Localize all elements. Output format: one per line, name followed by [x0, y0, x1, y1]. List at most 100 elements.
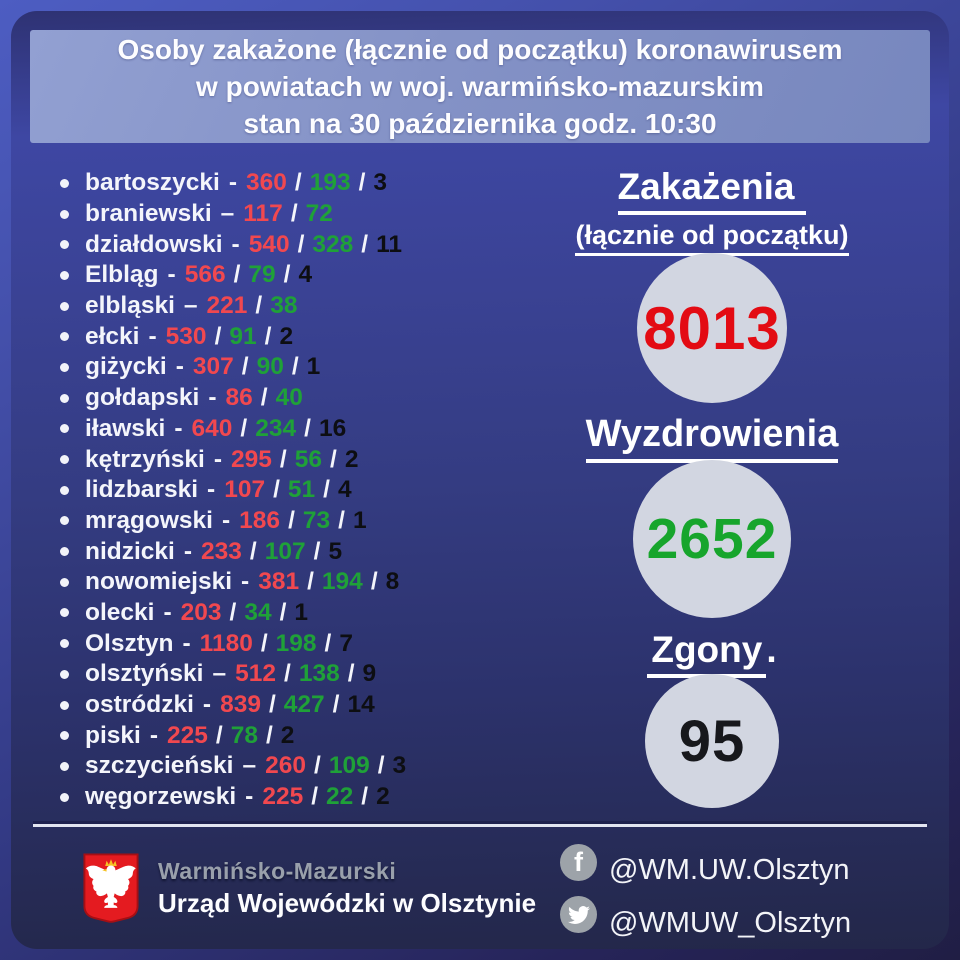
- dash: -: [174, 414, 183, 442]
- county-name: szczycieński: [85, 752, 234, 780]
- county-row: gołdapski -86/40: [60, 383, 570, 414]
- separator: /: [313, 537, 321, 565]
- dash: –: [212, 660, 227, 688]
- county-row: nowomiejski -381/194/8: [60, 567, 570, 598]
- recovered-count: 138: [298, 660, 340, 688]
- infected-count: 203: [180, 598, 222, 626]
- dash: -: [175, 353, 184, 381]
- recovered-count: 427: [283, 691, 325, 719]
- county-row: mrągowski -186/73/1: [60, 506, 570, 537]
- county-list: bartoszycki -360/193/3 braniewski –117/72 dz…: [60, 168, 570, 812]
- county-name: lidzbarski: [85, 476, 199, 504]
- bullet-icon: [60, 608, 69, 618]
- county-row: działdowski -540/328/11: [60, 229, 570, 260]
- dash: -: [245, 783, 254, 811]
- county-row: giżycki -307/90/1: [60, 352, 570, 383]
- bullet-icon: [60, 669, 69, 679]
- infected-count: 260: [265, 752, 306, 780]
- county-row: piski -225/78/2: [60, 720, 570, 751]
- deaths-value: 95: [678, 708, 746, 774]
- county-name: braniewski: [85, 200, 212, 228]
- infections-title: Zakażenia: [562, 166, 862, 215]
- separator: /: [283, 261, 291, 289]
- dash: –: [242, 752, 257, 780]
- county-name: iławski: [85, 414, 166, 442]
- county-name: działdowski: [85, 230, 223, 258]
- dash: -: [202, 691, 212, 719]
- dash: -: [148, 322, 157, 350]
- separator: /: [290, 200, 298, 228]
- infected-count: 381: [258, 568, 300, 596]
- county-name: olsztyński: [85, 660, 204, 688]
- deaths-count: 1: [294, 598, 309, 626]
- county-row: iławski -640/234/16: [60, 414, 570, 445]
- county-name: olecki: [85, 598, 155, 626]
- bullet-icon: [60, 761, 69, 771]
- dash: -: [207, 476, 216, 504]
- separator: /: [288, 506, 295, 534]
- footer-divider: [33, 824, 927, 827]
- voivodeship-logo: [82, 852, 140, 925]
- recoveries-title: Wyzdrowienia: [562, 413, 862, 463]
- bullet-icon: [60, 700, 69, 710]
- county-name: bartoszycki: [85, 169, 220, 197]
- infected-count: 225: [262, 783, 304, 811]
- county-row: Elbląg -566/79/4: [60, 260, 570, 291]
- county-row: lidzbarski -107/51/4: [60, 475, 570, 506]
- separator: /: [347, 660, 355, 688]
- infections-circle: 8013: [637, 253, 787, 403]
- deaths-circle: 95: [645, 674, 779, 808]
- deaths-count: 8: [385, 568, 400, 596]
- separator: /: [314, 752, 321, 780]
- infected-count: 307: [192, 353, 234, 381]
- org-name: Warmińsko-Mazurski Urząd Wojewódzki w Ol…: [158, 858, 536, 919]
- separator: /: [358, 169, 366, 197]
- county-row: ełcki -530/91/2: [60, 321, 570, 352]
- org-name-line1: Warmińsko-Mazurski: [158, 858, 397, 884]
- infected-count: 186: [239, 506, 281, 534]
- infected-count: 540: [248, 230, 290, 258]
- separator: /: [361, 230, 369, 258]
- twitter-handle: @WMUW_Olsztyn: [609, 907, 852, 939]
- dash: -: [241, 568, 250, 596]
- separator: /: [311, 783, 319, 811]
- county-name: gołdapski: [85, 384, 200, 412]
- deaths-count: 7: [339, 629, 353, 657]
- county-row: węgorzewski -225/22/2: [60, 782, 570, 813]
- bullet-icon: [60, 455, 69, 465]
- infected-count: 86: [225, 384, 253, 412]
- coat-of-arms-icon: [83, 853, 139, 923]
- infected-count: 530: [165, 322, 207, 350]
- dash: -: [228, 169, 237, 197]
- deaths-title-suffix: .: [766, 629, 777, 670]
- recovered-count: 198: [275, 629, 317, 657]
- separator: /: [370, 568, 378, 596]
- bullet-icon: [60, 485, 69, 495]
- recovered-count: 22: [326, 783, 354, 811]
- county-name: giżycki: [85, 353, 167, 381]
- infected-count: 839: [220, 691, 261, 719]
- county-row: ostródzki -839/427/14: [60, 690, 570, 721]
- twitter-icon: [560, 896, 597, 933]
- county-name: nowomiejski: [85, 568, 233, 596]
- recovered-count: 73: [302, 506, 331, 534]
- bullet-icon: [60, 731, 69, 741]
- county-name: mrągowski: [85, 506, 213, 534]
- county-row: szczycieński –260/109/3: [60, 751, 570, 782]
- county-row: olsztyński –512/138/9: [60, 659, 570, 690]
- deaths-count: 3: [392, 752, 407, 780]
- separator: /: [215, 721, 223, 749]
- recovered-count: 328: [312, 230, 354, 258]
- recoveries-value: 2652: [646, 507, 778, 571]
- infected-count: 117: [243, 200, 283, 228]
- separator: /: [264, 322, 272, 350]
- deaths-count: 1: [306, 353, 321, 381]
- bullet-icon: [60, 209, 69, 219]
- dash: -: [208, 384, 217, 412]
- deaths-count: 2: [279, 322, 294, 350]
- recoveries-circle: 2652: [633, 460, 791, 618]
- county-row: nidzicki -233/107/5: [60, 536, 570, 567]
- separator: /: [214, 322, 222, 350]
- infected-count: 221: [206, 292, 248, 320]
- separator: /: [241, 353, 249, 381]
